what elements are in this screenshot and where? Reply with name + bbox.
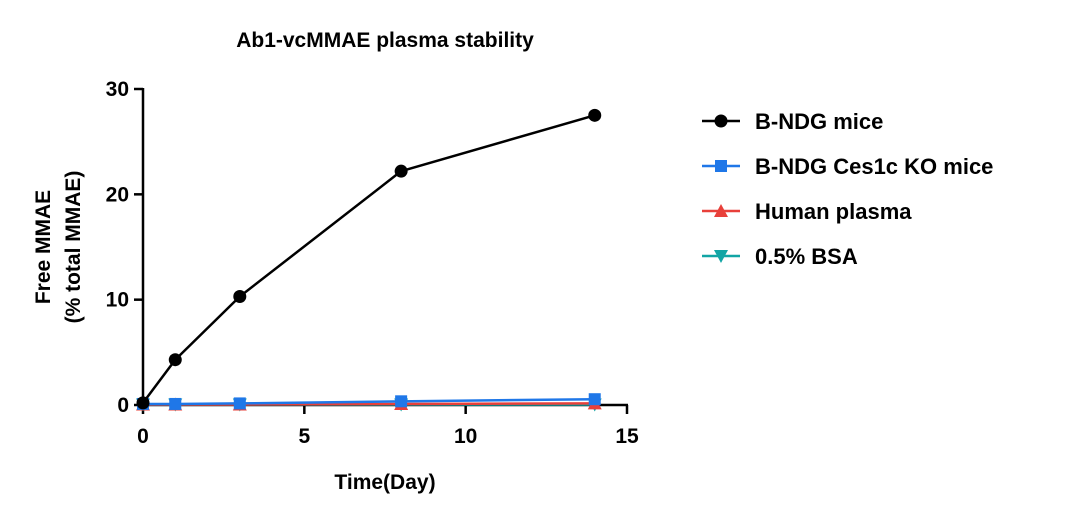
data-point	[233, 397, 246, 410]
legend-item-human-plasma: Human plasma	[702, 199, 912, 224]
legend-item-b-ndg-ces1c-ko-mice: B-NDG Ces1c KO mice	[702, 154, 993, 179]
data-point	[169, 397, 182, 410]
series-line	[141, 114, 596, 404]
data-point	[395, 395, 408, 408]
data-point	[588, 108, 602, 122]
x-axis-title: Time(Day)	[334, 471, 435, 494]
legend-swatch-marker	[715, 160, 727, 172]
axes: 0 10 20 30 0 5 10 15	[106, 78, 639, 448]
y-tick-label: 0	[117, 394, 129, 417]
y-tick-label: 10	[106, 289, 129, 312]
x-tick-label: 15	[615, 425, 639, 448]
series-b-ndg-ces1c-ko-mice	[137, 393, 601, 410]
x-tick-label: 5	[298, 425, 310, 448]
legend-label: B-NDG mice	[755, 109, 883, 134]
y-tick-label: 20	[106, 183, 129, 206]
legend: B-NDG mice B-NDG Ces1c KO mice Human plasm…	[702, 109, 993, 269]
y-axis-title-line2: (% total MMAE)	[62, 171, 85, 324]
y-axis-title: Free MMAE (% total MMAE)	[32, 171, 85, 324]
legend-swatch-marker	[714, 204, 728, 217]
legend-item-b-ndg-mice: B-NDG mice	[702, 109, 883, 134]
data-point	[588, 393, 601, 406]
data-point	[136, 396, 150, 410]
data-point	[168, 353, 182, 367]
legend-label: 0.5% BSA	[755, 244, 858, 269]
legend-swatch-marker	[714, 250, 728, 263]
legend-item-0-5-bsa: 0.5% BSA	[702, 244, 858, 269]
legend-label: B-NDG Ces1c KO mice	[755, 154, 993, 179]
series-b-ndg-mice	[136, 108, 602, 410]
data-point	[233, 290, 247, 304]
data-point	[394, 164, 408, 178]
x-tick-label: 10	[454, 425, 477, 448]
legend-swatch-marker	[714, 114, 728, 128]
x-tick-label: 0	[137, 425, 149, 448]
y-axis-title-line1: Free MMAE	[32, 190, 55, 304]
y-tick-label: 30	[106, 78, 129, 101]
series-layer	[136, 108, 602, 412]
legend-label: Human plasma	[755, 199, 912, 224]
chart-title: Ab1-vcMMAE plasma stability	[236, 29, 534, 52]
